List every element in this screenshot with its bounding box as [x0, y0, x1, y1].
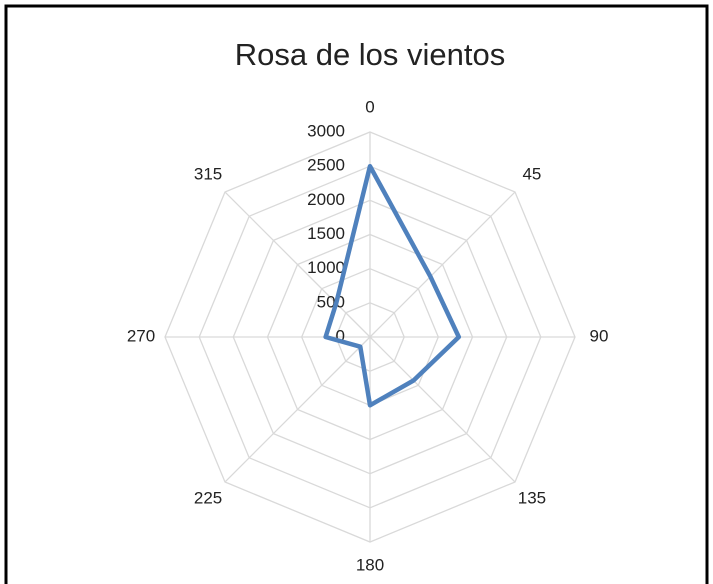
category-label: 180 [356, 555, 384, 574]
category-label: 90 [590, 326, 609, 345]
category-label: 45 [522, 165, 541, 184]
r-tick-label: 1500 [307, 224, 345, 243]
spoke [369, 191, 516, 338]
category-label: 270 [127, 326, 155, 345]
chart-frame [4, 4, 709, 584]
r-tick-label: 500 [317, 292, 345, 311]
category-label: 0 [365, 97, 374, 116]
spoke [224, 191, 371, 338]
spoke [224, 336, 371, 483]
category-label: 135 [518, 488, 546, 507]
r-tick-label: 1000 [307, 258, 345, 277]
spoke [369, 336, 516, 483]
chart-title: Rosa de los vientos [235, 37, 506, 72]
category-label: 225 [194, 488, 222, 507]
r-tick-label: 2500 [307, 156, 345, 175]
r-tick-label: 2000 [307, 190, 345, 209]
r-tick-label: 3000 [307, 121, 345, 140]
category-label: 315 [194, 165, 222, 184]
r-tick-label: 0 [336, 326, 345, 345]
series-line [323, 163, 462, 408]
